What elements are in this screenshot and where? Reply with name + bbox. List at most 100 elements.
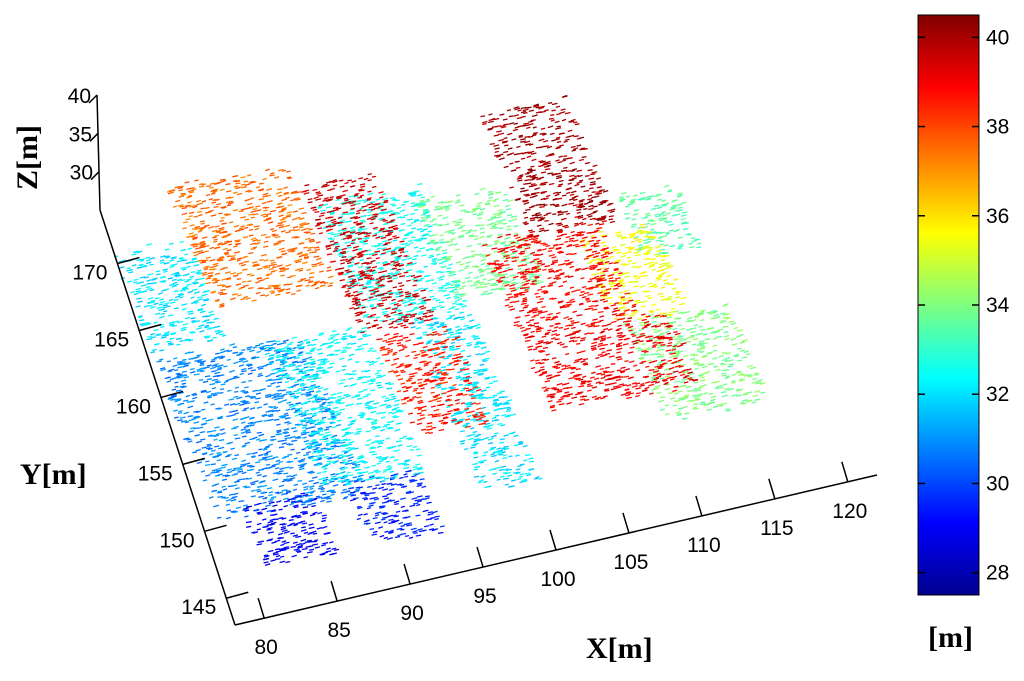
point bbox=[559, 144, 564, 147]
point bbox=[736, 335, 741, 338]
point bbox=[160, 312, 166, 315]
point bbox=[472, 213, 477, 216]
point bbox=[659, 248, 666, 252]
point bbox=[545, 154, 551, 158]
point bbox=[193, 415, 199, 419]
point bbox=[320, 418, 325, 422]
point bbox=[434, 332, 440, 336]
point bbox=[573, 121, 578, 124]
point bbox=[219, 333, 224, 336]
point bbox=[337, 221, 343, 225]
point bbox=[280, 415, 286, 419]
point bbox=[456, 199, 461, 202]
point bbox=[659, 312, 665, 316]
point bbox=[346, 270, 352, 274]
point bbox=[697, 349, 702, 353]
point bbox=[269, 290, 275, 293]
point bbox=[262, 264, 269, 268]
point bbox=[306, 268, 312, 272]
point bbox=[267, 413, 274, 417]
point bbox=[468, 234, 474, 237]
point bbox=[453, 243, 459, 246]
point bbox=[466, 313, 473, 317]
point bbox=[557, 210, 562, 213]
point bbox=[569, 174, 575, 178]
point bbox=[241, 381, 247, 384]
point bbox=[159, 259, 165, 262]
point bbox=[397, 299, 404, 303]
point bbox=[137, 291, 143, 294]
point bbox=[592, 266, 598, 269]
point bbox=[538, 253, 544, 257]
point bbox=[291, 190, 298, 194]
point bbox=[580, 244, 586, 247]
point bbox=[690, 327, 697, 330]
point bbox=[276, 206, 281, 209]
point bbox=[593, 242, 600, 245]
point bbox=[420, 254, 427, 257]
point bbox=[550, 263, 555, 266]
point bbox=[385, 397, 390, 400]
point bbox=[519, 309, 525, 312]
point bbox=[628, 203, 634, 206]
point bbox=[543, 139, 549, 143]
point bbox=[480, 269, 487, 273]
point bbox=[648, 195, 655, 198]
point bbox=[599, 200, 605, 204]
point bbox=[536, 224, 542, 227]
point bbox=[221, 278, 227, 281]
point bbox=[342, 189, 348, 193]
point bbox=[399, 294, 404, 298]
point bbox=[205, 463, 211, 467]
point bbox=[349, 280, 356, 283]
point bbox=[429, 254, 434, 257]
point bbox=[540, 242, 546, 245]
point bbox=[708, 312, 714, 315]
point bbox=[419, 247, 426, 250]
point bbox=[272, 285, 277, 288]
point bbox=[335, 198, 340, 202]
point bbox=[518, 291, 524, 294]
point bbox=[243, 400, 249, 404]
point bbox=[388, 369, 394, 373]
point bbox=[576, 181, 583, 185]
point bbox=[387, 229, 393, 233]
point bbox=[512, 250, 518, 253]
point bbox=[412, 343, 419, 346]
point bbox=[269, 356, 275, 359]
point bbox=[219, 267, 226, 271]
point bbox=[236, 257, 243, 260]
point bbox=[430, 308, 436, 311]
point bbox=[315, 198, 322, 201]
point bbox=[572, 203, 578, 207]
point bbox=[587, 223, 593, 227]
point bbox=[511, 281, 517, 285]
point bbox=[720, 312, 726, 315]
point bbox=[329, 211, 335, 214]
point bbox=[349, 229, 355, 233]
point bbox=[222, 450, 228, 454]
point bbox=[531, 273, 538, 277]
point bbox=[712, 349, 717, 352]
point bbox=[200, 261, 207, 264]
point bbox=[377, 211, 384, 215]
point bbox=[425, 280, 430, 283]
point bbox=[272, 266, 277, 269]
point bbox=[426, 247, 433, 251]
point bbox=[564, 259, 570, 262]
point bbox=[370, 259, 376, 263]
point bbox=[210, 366, 216, 370]
point bbox=[419, 199, 425, 202]
point bbox=[234, 402, 241, 406]
point bbox=[207, 339, 214, 343]
point bbox=[440, 306, 445, 309]
point bbox=[357, 255, 363, 259]
point bbox=[595, 277, 602, 280]
point bbox=[380, 236, 387, 239]
point bbox=[553, 326, 559, 329]
point bbox=[296, 216, 301, 219]
point bbox=[522, 108, 529, 112]
point bbox=[379, 227, 385, 230]
point bbox=[280, 274, 285, 277]
point bbox=[291, 385, 296, 388]
